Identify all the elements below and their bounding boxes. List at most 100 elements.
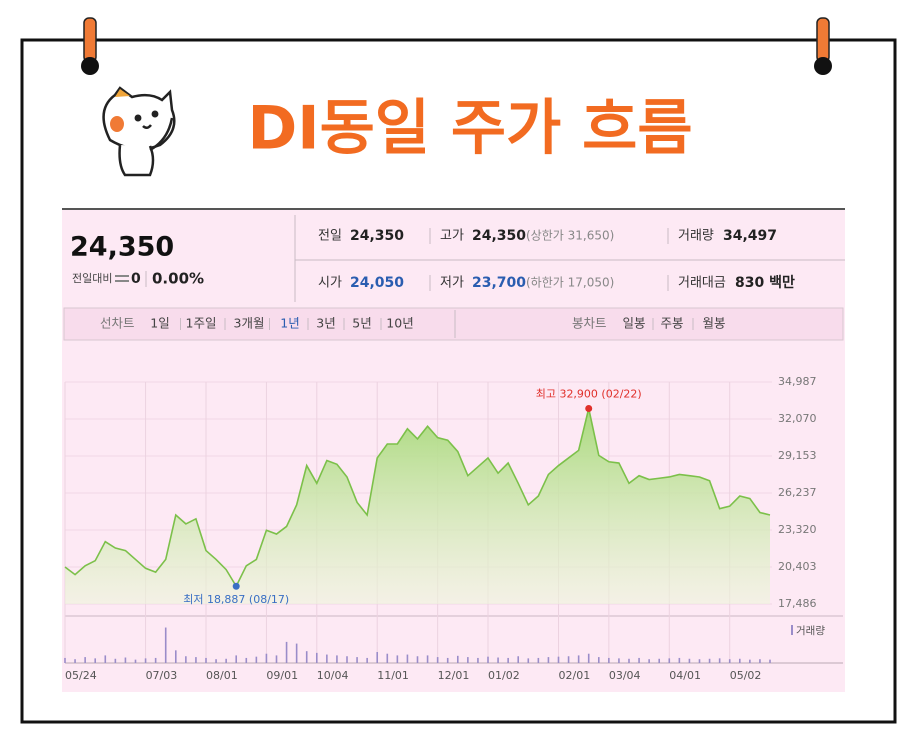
change-pct: 0.00% (152, 270, 204, 288)
volume-bar (688, 658, 691, 663)
quote-value: 24,350 (350, 228, 404, 244)
volume-bar (104, 655, 107, 663)
volume-bar (426, 655, 429, 663)
high-marker (585, 404, 593, 412)
y-tick-label: 34,987 (778, 375, 817, 388)
x-tick-label: 11/01 (377, 669, 409, 682)
low-marker (232, 582, 240, 590)
cat-icon (102, 86, 176, 177)
pin (816, 17, 830, 63)
volume-bar (618, 658, 620, 663)
volume-bar (728, 659, 731, 663)
volume-bar (305, 651, 308, 663)
volume-bar (698, 659, 701, 663)
volume-bar (195, 657, 197, 663)
candle-tab[interactable]: 월봉 (702, 316, 725, 331)
volume-bar (749, 659, 751, 663)
x-tick-label: 05/02 (730, 669, 762, 682)
tabs: 1일 1주일 3개월 1년 3년 5년 10년 일봉 주봉 월봉 (150, 316, 725, 331)
volume-bar (356, 657, 358, 663)
volume-bar (64, 657, 66, 663)
y-tick-label: 29,153 (778, 449, 817, 462)
volume-bar (446, 657, 449, 663)
tab-group-label: 봉차트 (572, 316, 607, 331)
period-tab[interactable]: 3개월 (234, 316, 265, 331)
volume-bar (678, 657, 681, 663)
tab-bar (63, 307, 844, 341)
volume-bar (537, 657, 540, 663)
volume-bar (527, 658, 530, 663)
change: 0 (131, 271, 141, 287)
volume-bar (557, 656, 560, 663)
candle-tab[interactable]: 일봉 (622, 316, 645, 331)
legend-swatch (791, 625, 793, 635)
volume-bar (225, 658, 227, 663)
price-area (65, 408, 770, 604)
flat-icon (115, 280, 129, 282)
price: 24,350 (70, 232, 174, 263)
period-tab[interactable]: 1년 (280, 316, 299, 331)
volume-bar (275, 655, 278, 663)
volume-bar (497, 657, 499, 663)
volume-bar (295, 643, 298, 663)
period-tab[interactable]: 3년 (316, 316, 335, 331)
volume-bar (567, 656, 570, 663)
volume-bar (285, 641, 288, 663)
x-tick-label: 03/04 (609, 669, 641, 682)
volume-bar (547, 657, 550, 663)
price-line (64, 408, 771, 588)
volume-bar (608, 657, 610, 663)
volume-bar (376, 652, 379, 663)
volume-bar (396, 655, 399, 663)
quote-value: 24,050 (350, 275, 404, 291)
chart: 34,987 32,070 29,153 26,237 23,320 20,403 17,4… (64, 375, 843, 682)
pin-head (81, 57, 99, 75)
x-tick-label: 08/01 (206, 669, 238, 682)
volume-bar (487, 656, 489, 663)
quote-label: 거래대금 (678, 276, 726, 291)
y-tick-label: 23,320 (778, 523, 817, 536)
quote-label: 고가 (440, 229, 464, 244)
volume-bar (436, 657, 439, 663)
high-label: 최고 32,900 (02/22) (536, 387, 642, 400)
low-label: 최저 18,887 (08/17) (183, 593, 289, 606)
y-tick-label: 32,070 (778, 412, 817, 425)
volume-bar (456, 655, 459, 663)
volume-bar (215, 659, 217, 663)
volume-bar (769, 659, 771, 663)
volume-bar (507, 657, 509, 663)
y-tick-label: 26,237 (778, 486, 817, 499)
volume-bar (668, 658, 671, 663)
volume-bar (265, 653, 268, 663)
volume-bar (648, 659, 650, 663)
period-tab[interactable]: 1주일 (186, 316, 217, 331)
volume-bar (477, 657, 479, 663)
y-tick-label: 17,486 (778, 597, 817, 610)
tab-group-label: 선차트 (100, 316, 135, 331)
volume-bar (74, 659, 76, 663)
period-tab[interactable]: 10년 (386, 316, 413, 331)
volume-bar (114, 658, 117, 663)
x-tick-label: 01/02 (488, 669, 520, 682)
quote-label: 저가 (440, 276, 464, 291)
volume-bar (174, 650, 177, 663)
period-tab[interactable]: 1일 (150, 316, 169, 331)
x-tick-label: 02/01 (559, 669, 591, 682)
volume-bar (326, 654, 328, 663)
volume-bar (205, 657, 207, 663)
volume-bar (708, 658, 711, 663)
volume-bar (577, 655, 580, 663)
quote-value: 830 백만 (735, 275, 795, 291)
volume-bar (517, 656, 520, 663)
flat-icon (115, 275, 129, 277)
candle-tab[interactable]: 주봉 (660, 316, 683, 331)
volume-bar (638, 657, 640, 663)
period-tab[interactable]: 5년 (352, 316, 371, 331)
volume-bar (386, 653, 389, 663)
volume-bar (738, 658, 741, 663)
change-label: 전일대비 (72, 271, 112, 285)
quote-extra: (상한가 31,650) (526, 229, 614, 243)
volume-bar (245, 657, 248, 663)
x-tick-label: 09/01 (266, 669, 298, 682)
